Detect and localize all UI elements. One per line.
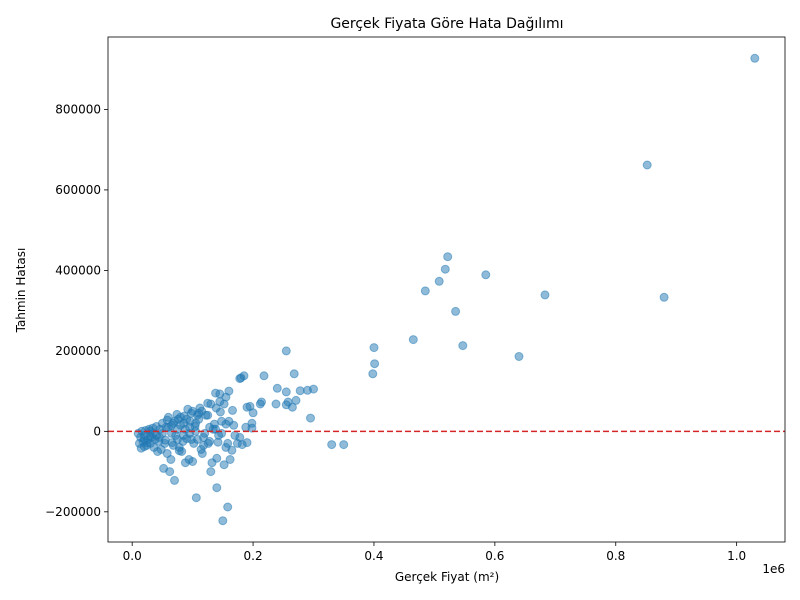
data-point (659, 292, 669, 302)
y-tick-label: 400000 (55, 263, 101, 277)
data-point (481, 270, 491, 280)
data-point (540, 290, 550, 300)
y-tick-label: 800000 (55, 102, 101, 116)
plot-border (107, 36, 786, 543)
data-point (443, 252, 453, 262)
data-point (420, 286, 430, 296)
data-point (235, 374, 245, 384)
y-axis-ticks: −200000 0 200000 400000 600000 800000 (45, 102, 108, 519)
data-point (219, 460, 229, 470)
data-point (259, 371, 269, 381)
x-axis-offset-label: 1e6 (762, 562, 785, 576)
x-tick-label: 0.0 (123, 549, 142, 563)
data-point (180, 424, 190, 434)
y-tick-label: 600000 (55, 183, 101, 197)
data-point (281, 346, 291, 356)
data-point (306, 413, 315, 423)
y-tick-label: 0 (93, 424, 101, 438)
data-point (458, 341, 468, 351)
data-point (173, 434, 182, 444)
data-point (174, 446, 184, 456)
data-point (207, 458, 217, 468)
data-point (229, 420, 239, 430)
data-point (203, 410, 213, 420)
data-point (440, 264, 450, 274)
data-point (139, 434, 149, 444)
data-point (218, 516, 228, 526)
data-point (408, 335, 418, 345)
data-point (434, 276, 444, 286)
data-point (281, 400, 291, 410)
data-point (255, 399, 265, 409)
x-tick-label: 0.4 (364, 549, 383, 563)
data-point (642, 160, 652, 170)
data-point (327, 440, 337, 450)
data-point (271, 399, 281, 409)
data-point (168, 440, 178, 450)
data-point (369, 343, 379, 353)
data-point (186, 434, 196, 444)
data-point (196, 445, 206, 454)
data-point (223, 438, 233, 448)
x-tick-label: 1.0 (727, 549, 746, 563)
data-point (225, 455, 235, 464)
data-point (199, 432, 208, 442)
x-tick-label: 0.8 (606, 549, 625, 563)
data-point (281, 387, 291, 397)
data-point (295, 386, 305, 396)
data-point (241, 422, 251, 432)
data-point (451, 306, 461, 316)
data-point (211, 388, 221, 398)
data-point (203, 398, 213, 408)
data-point (205, 436, 215, 446)
data-point (206, 467, 216, 477)
y-tick-label: 200000 (55, 344, 101, 358)
data-point (212, 483, 222, 493)
data-point (159, 463, 169, 473)
data-point (368, 369, 378, 379)
data-point (191, 493, 201, 503)
data-point (289, 369, 299, 379)
data-point (750, 53, 760, 63)
data-point (272, 383, 282, 393)
data-point (228, 405, 237, 415)
data-point (232, 438, 242, 448)
data-point (242, 402, 252, 412)
data-point (370, 359, 380, 369)
data-point (303, 385, 312, 395)
data-point (193, 410, 202, 420)
data-point (514, 352, 524, 361)
data-point (162, 415, 172, 425)
data-point (223, 502, 233, 512)
data-point (230, 430, 240, 440)
x-axis-ticks: 0.0 0.2 0.4 0.6 0.8 1.0 (123, 542, 746, 563)
x-tick-label: 0.6 (485, 549, 504, 563)
data-point (339, 440, 349, 450)
y-axis-title: Tahmin Hatası (14, 248, 28, 334)
y-tick-label: −200000 (45, 505, 101, 519)
x-tick-label: 0.2 (244, 549, 263, 563)
data-point (170, 475, 179, 485)
data-point (180, 458, 190, 468)
data-point (213, 437, 223, 447)
data-points (133, 53, 760, 526)
x-axis-title: Gerçek Fiyat (m²) (395, 570, 499, 584)
chart-title: Gerçek Fiyata Göre Hata Dağılımı (330, 16, 563, 32)
